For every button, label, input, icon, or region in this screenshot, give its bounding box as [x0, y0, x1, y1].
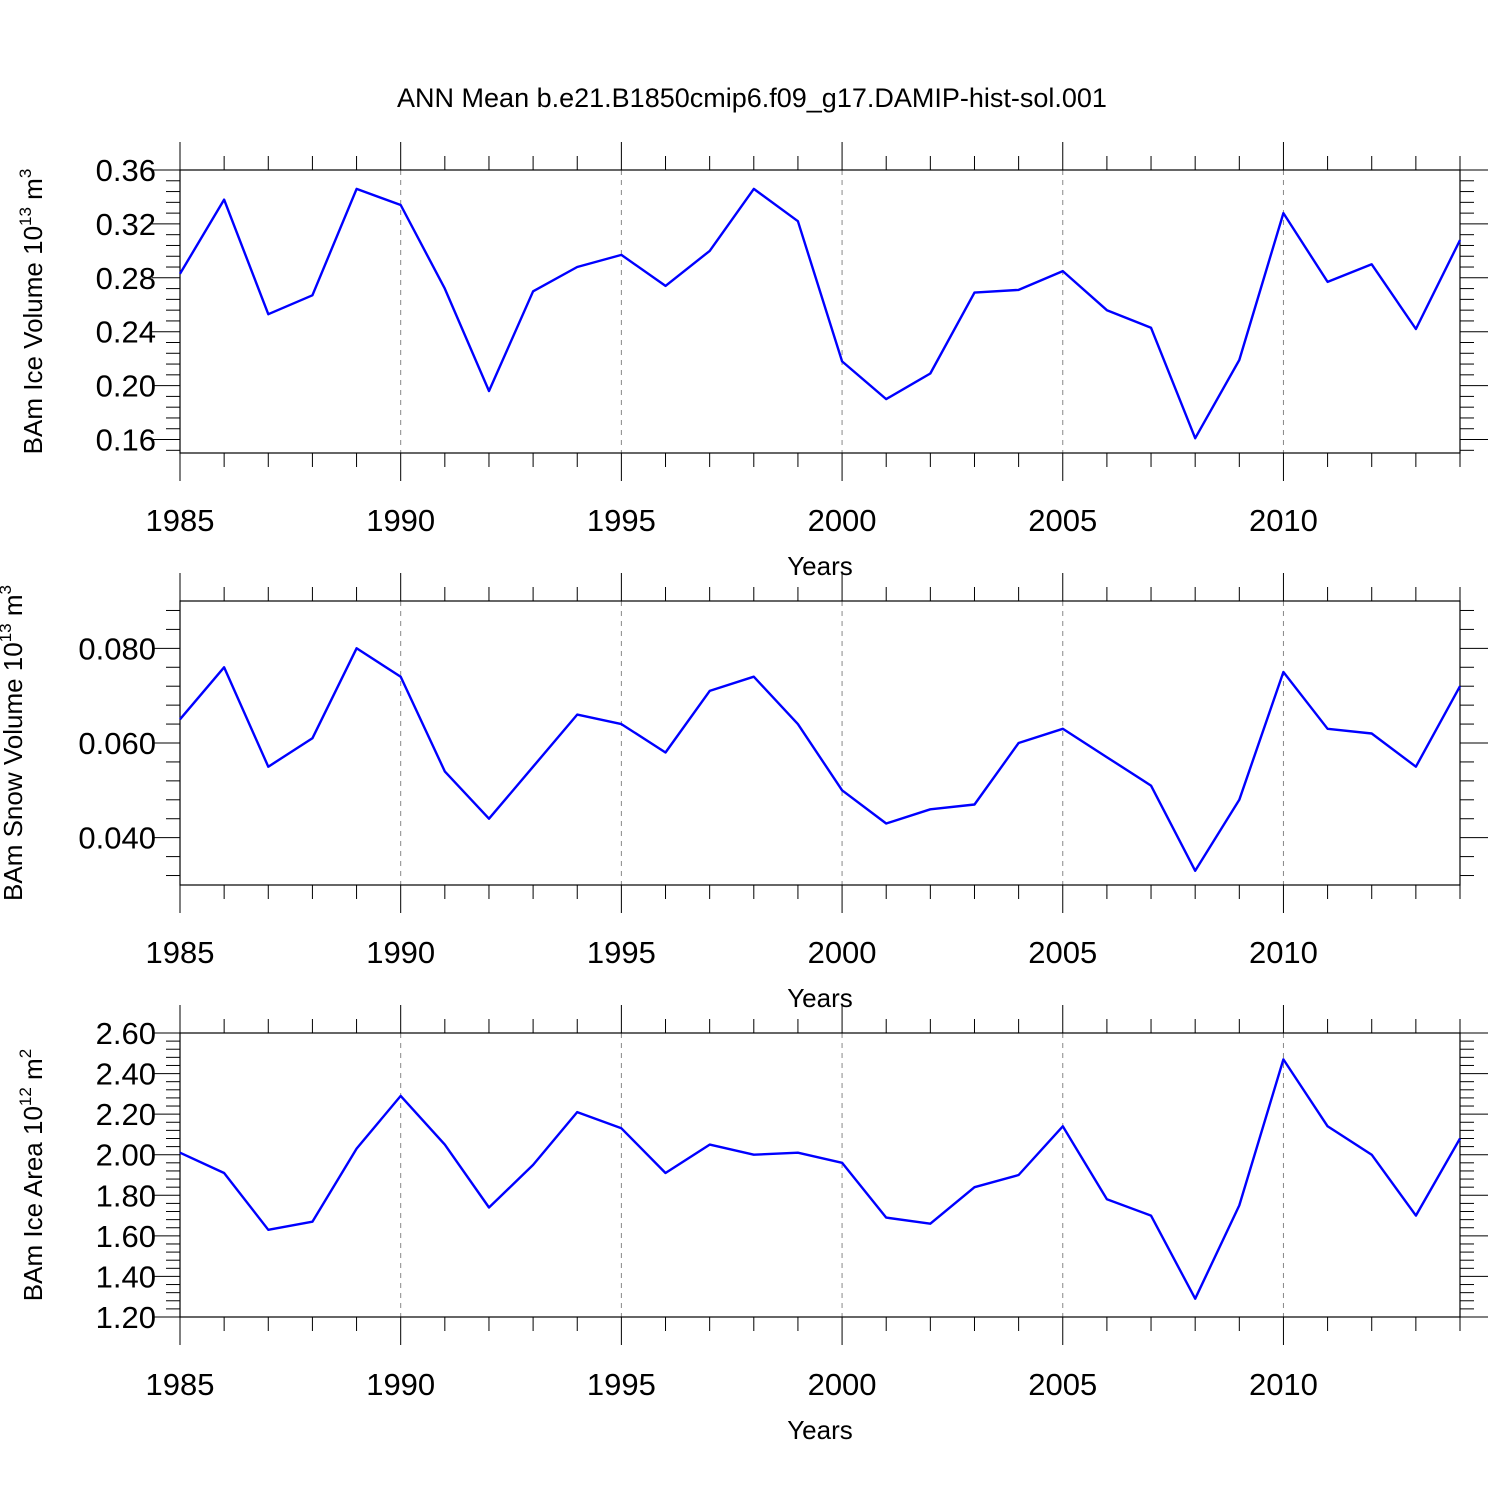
snow-volume-ytick-label: 0.060 [78, 726, 156, 761]
ice-volume-xlabel: Years [787, 551, 853, 581]
ice-area-ylabel-unit: m [18, 1058, 48, 1087]
snow-volume-ylabel: BAm Snow Volume 1013 m3 [0, 585, 28, 901]
ice-volume-xtick-label: 1995 [587, 503, 656, 538]
snow-volume-ylabel-exp: 13 [0, 623, 15, 642]
ice-area-ytick-label: 2.00 [96, 1138, 156, 1173]
snow-volume-xtick-label: 1990 [366, 935, 435, 970]
snow-volume-xtick-label: 2000 [808, 935, 877, 970]
ice-area-xlabel: Years [787, 1415, 853, 1445]
ice-area-ytick-label: 1.20 [96, 1300, 156, 1335]
snow-volume-xtick-label: 1995 [587, 935, 656, 970]
snow-volume-ylabel-main: BAm Snow Volume 10 [0, 642, 28, 901]
snow-volume-xtick-label: 2005 [1028, 935, 1097, 970]
ice-area-ylabel-exp: 12 [16, 1087, 35, 1106]
ice-area-ytick-label: 2.20 [96, 1097, 156, 1132]
snow-volume-xtick-label: 2010 [1249, 935, 1318, 970]
ice-volume-ylabel: BAm Ice Volume 1013 m3 [16, 169, 48, 455]
snow-volume-frame [179, 600, 1461, 886]
ice-volume-ylabel-exp: 13 [16, 207, 35, 226]
ice-volume-xtick-label: 1985 [146, 503, 215, 538]
ice-area-ylabel-main: BAm Ice Area 10 [18, 1106, 48, 1301]
ice-volume-panel: 0.16 0.20 0.24 0.28 0.32 0.36 1985 1990 1995 2000… [16, 142, 1488, 581]
ice-area-ytick-label: 1.40 [96, 1259, 156, 1294]
snow-volume-series-line [179, 647, 1462, 872]
ice-volume-xtick-label: 1990 [366, 503, 435, 538]
ice-volume-ytick-label: 0.32 [96, 207, 156, 242]
ice-area-xtick-label: 1990 [366, 1367, 435, 1402]
snow-volume-ylabel-unit-exp: 3 [0, 585, 15, 594]
ice-area-xtick-label: 1985 [146, 1367, 215, 1402]
snow-volume-ytick-label: 0.040 [78, 821, 156, 856]
ice-volume-ylabel-main: BAm Ice Volume 10 [18, 226, 48, 454]
ice-volume-series-line [178, 187, 1462, 440]
ice-volume-ylabel-unit-exp: 3 [16, 169, 35, 178]
chart-title: ANN Mean b.e21.B1850cmip6.f09_g17.DAMIP-… [397, 83, 1107, 113]
ice-volume-ytick-label: 0.24 [96, 315, 156, 350]
ice-volume-ytick-label: 0.20 [96, 369, 156, 404]
snow-volume-ytick-label: 0.080 [78, 631, 156, 666]
ice-volume-ytick-label: 0.16 [96, 423, 156, 458]
snow-volume-xtick-label: 1985 [146, 935, 215, 970]
ice-area-ytick-label: 1.60 [96, 1219, 156, 1254]
ice-area-ytick-label: 2.40 [96, 1057, 156, 1092]
ice-volume-ytick-label: 0.36 [96, 153, 156, 188]
snow-volume-xlabel: Years [787, 983, 853, 1013]
ice-volume-ylabel-unit: m [18, 178, 48, 207]
ice-area-ytick-label: 2.60 [96, 1016, 156, 1051]
ice-area-series-line [179, 1058, 1462, 1300]
panels-group: 0.16 0.20 0.24 0.28 0.32 0.36 1985 1990 1995 2000… [0, 142, 1488, 1445]
snow-volume-panel: 0.040 0.060 0.080 1985 1990 1995 2000 2005 2010 Y… [0, 573, 1488, 1013]
ice-area-xtick-label: 2000 [808, 1367, 877, 1402]
ice-area-xtick-label: 2010 [1249, 1367, 1318, 1402]
snow-volume-ylabel-unit: m [0, 594, 28, 623]
ice-area-ylabel: BAm Ice Area 1012 m2 [16, 1049, 48, 1301]
ice-area-frame [179, 1032, 1461, 1318]
ice-area-ytick-label: 1.80 [96, 1178, 156, 1213]
ice-area-xtick-label: 1995 [587, 1367, 656, 1402]
ice-area-ylabel-unit-exp: 2 [16, 1049, 35, 1058]
ice-area-panel: 1.20 1.40 1.60 1.80 2.00 2.20 2.40 2.60 1985 1990… [16, 1005, 1488, 1445]
ice-volume-frame [179, 169, 1461, 454]
ice-volume-xtick-label: 2010 [1249, 503, 1318, 538]
ice-volume-ytick-label: 0.28 [96, 261, 156, 296]
ice-volume-xtick-label: 2000 [808, 503, 877, 538]
ice-volume-xtick-label: 2005 [1028, 503, 1097, 538]
ice-area-xtick-label: 2005 [1028, 1367, 1097, 1402]
